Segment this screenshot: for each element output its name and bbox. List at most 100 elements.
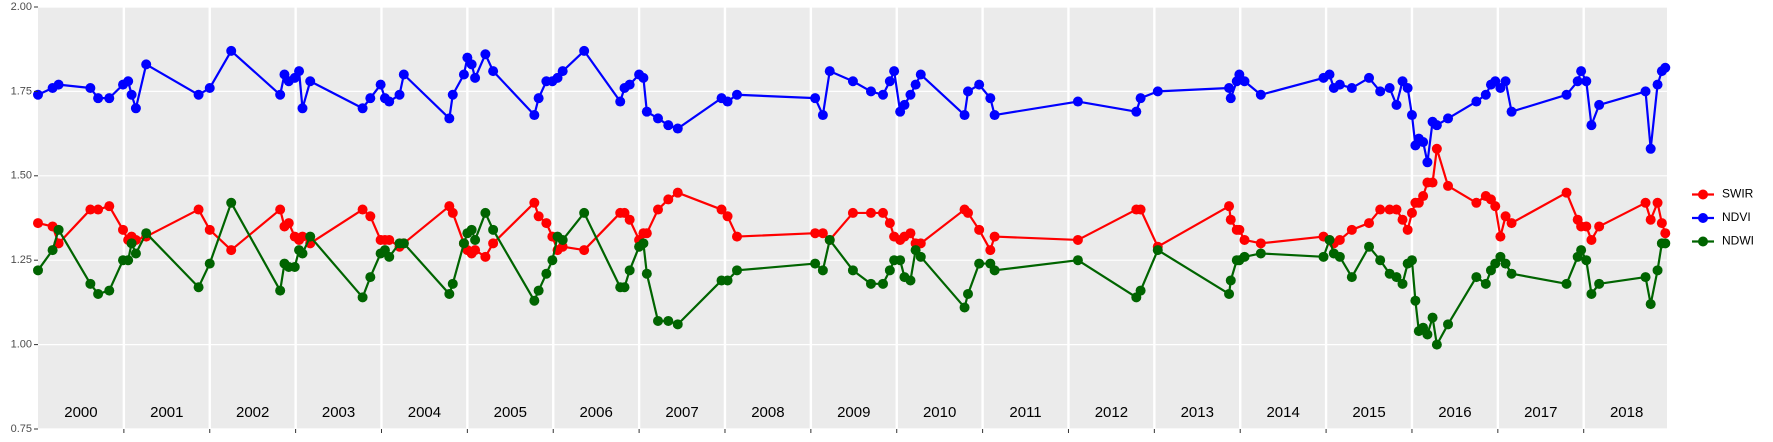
series-point: [672, 319, 683, 330]
series-point: [1576, 245, 1587, 256]
series-point: [533, 285, 544, 296]
series-point: [1418, 191, 1429, 202]
series-point: [458, 238, 469, 249]
series-point: [905, 228, 916, 239]
series-point: [104, 93, 115, 104]
series-point: [915, 251, 926, 262]
series-point: [716, 204, 727, 215]
series-point: [915, 238, 926, 249]
series-point: [1443, 113, 1454, 124]
series-point: [1495, 251, 1506, 262]
series-point: [1480, 89, 1491, 100]
series-point: [579, 245, 590, 256]
series-point: [1594, 99, 1605, 110]
series-point: [1645, 214, 1656, 225]
series-point: [1346, 83, 1357, 94]
year-label: 2008: [751, 404, 784, 421]
series-point: [1406, 255, 1417, 266]
series-point: [470, 72, 481, 83]
series-point: [1135, 204, 1146, 215]
series-point: [1561, 89, 1572, 100]
series-point: [663, 315, 674, 326]
series-point: [1391, 272, 1402, 283]
series-point: [884, 265, 895, 276]
series-point: [85, 278, 96, 289]
year-label: 2014: [1266, 404, 1299, 421]
year-label: 2001: [150, 404, 183, 421]
series-point: [398, 69, 409, 80]
series-point: [1500, 211, 1511, 222]
series-point: [1072, 96, 1083, 107]
series-point: [1135, 285, 1146, 296]
series-point: [1152, 245, 1163, 256]
series-point: [1652, 197, 1663, 208]
series-point: [974, 224, 985, 235]
series-point: [193, 282, 204, 293]
series-point: [974, 258, 985, 269]
series-point: [297, 248, 308, 259]
series-point: [1645, 299, 1656, 310]
y-tick-label: 1.25: [11, 254, 32, 266]
series-point: [1225, 275, 1236, 286]
series-point: [226, 197, 237, 208]
series-point: [1255, 89, 1266, 100]
series-point: [652, 315, 663, 326]
series-point: [533, 211, 544, 222]
series-point: [1656, 218, 1667, 229]
series-point: [732, 89, 743, 100]
year-label: 2011: [1009, 404, 1041, 421]
series-point: [294, 66, 305, 77]
series-point: [1318, 251, 1329, 262]
series-point: [641, 228, 652, 239]
series-point: [375, 79, 386, 90]
series-point: [1072, 234, 1083, 245]
series-point: [962, 207, 973, 218]
year-label: 2009: [837, 404, 870, 421]
series-point: [672, 187, 683, 198]
y-tick-label: 1.50: [11, 170, 32, 182]
series-point: [1234, 224, 1245, 235]
series-point: [357, 103, 368, 114]
series-point: [1443, 180, 1454, 191]
series-point: [1640, 197, 1651, 208]
series-point: [1660, 62, 1671, 73]
series-point: [638, 238, 649, 249]
legend-label: NDWI: [1722, 234, 1754, 248]
series-point: [1346, 224, 1357, 235]
series-point: [1402, 83, 1413, 94]
series-point: [1586, 120, 1597, 131]
series-point: [1480, 278, 1491, 289]
series-point: [1443, 319, 1454, 330]
series-point: [1471, 272, 1482, 283]
series-point: [33, 89, 43, 100]
series-point: [1431, 339, 1442, 350]
series-point: [884, 218, 895, 229]
series-point: [1427, 312, 1438, 323]
year-label: 2006: [579, 404, 612, 421]
series-point: [884, 76, 895, 87]
series-point: [33, 265, 43, 276]
y-tick-label: 2.00: [11, 1, 32, 13]
series-point: [204, 83, 215, 94]
series-point: [547, 255, 558, 266]
series-point: [289, 261, 300, 272]
series-point: [641, 268, 652, 279]
series-point: [1225, 214, 1236, 225]
series-point: [663, 194, 674, 205]
series-point: [1255, 238, 1266, 249]
series-point: [447, 207, 458, 218]
series-point: [104, 201, 115, 212]
series-point: [1402, 224, 1413, 235]
series-point: [1431, 143, 1442, 154]
series-point: [33, 218, 43, 229]
series-point: [905, 275, 916, 286]
series-point: [1660, 228, 1671, 239]
series-point: [865, 207, 876, 218]
series-point: [910, 79, 921, 90]
series-point: [1471, 197, 1482, 208]
series-point: [529, 197, 540, 208]
series-point: [1471, 96, 1482, 107]
series-point: [1397, 214, 1408, 225]
series-point: [817, 228, 828, 239]
